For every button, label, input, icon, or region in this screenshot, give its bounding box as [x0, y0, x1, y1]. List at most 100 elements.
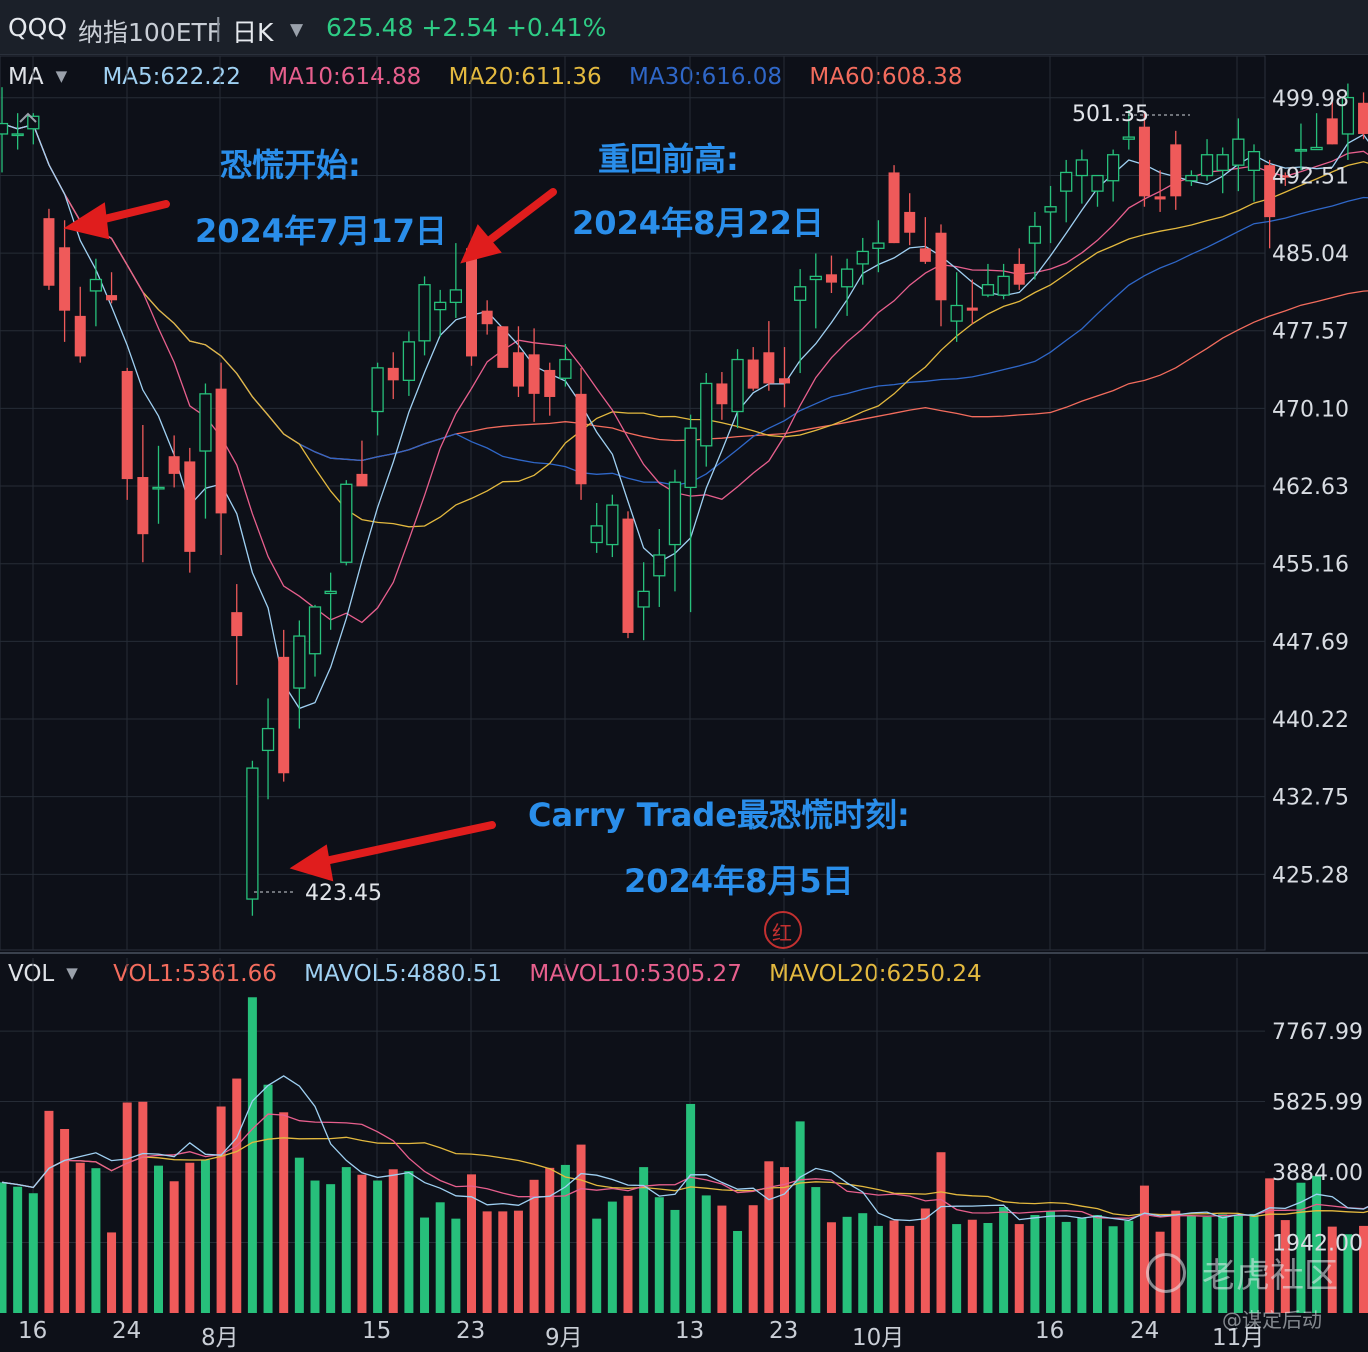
symbol-label[interactable]: QQQ [8, 13, 68, 42]
candle-body [653, 554, 666, 577]
x-label: 13 [675, 1318, 705, 1344]
volume-bar [1186, 1215, 1196, 1313]
watermark-brand: 老虎社区 [1146, 1248, 1338, 1297]
candle-body [637, 590, 650, 608]
candle-body [575, 393, 587, 485]
price-axis-label: 432.75 [1272, 786, 1349, 811]
candle-body [1154, 196, 1166, 200]
security-name: 纳指100ETF [78, 18, 222, 47]
volume-bar [1296, 1182, 1306, 1313]
candle-body [856, 250, 869, 265]
candle-body [731, 358, 744, 413]
price-axis-label: 455.16 [1272, 553, 1349, 578]
candle-body [293, 635, 306, 689]
volume-bar [764, 1161, 774, 1313]
volume-bar [279, 1112, 289, 1313]
candle-body [872, 242, 885, 249]
candle-body [59, 247, 71, 311]
vol-dropdown-icon[interactable]: ▼ [66, 964, 78, 982]
vol-indicator-label[interactable]: VOL [8, 961, 55, 987]
price-axis-label: 485.04 [1272, 242, 1349, 267]
candle-body [763, 352, 775, 384]
candle-body [402, 341, 416, 381]
candle-body [152, 486, 165, 490]
ma-legend: MA ▼ MA5:622.22 MA10:614.88 MA20:611.36 M… [8, 64, 982, 90]
candle-body [418, 284, 431, 342]
ma60-value: MA60:608.38 [809, 64, 963, 90]
x-label: 16 [1035, 1318, 1065, 1344]
volume-bar [967, 1219, 977, 1313]
candle-body [74, 315, 86, 357]
candle-body [340, 483, 353, 563]
candle-body [528, 354, 540, 394]
candle-body [106, 295, 118, 301]
candle-body [684, 427, 697, 489]
volume-bar [0, 1182, 7, 1313]
volume-bar [1061, 1221, 1071, 1313]
volume-bar [169, 1181, 179, 1313]
volume-bar [717, 1205, 727, 1313]
candle-body [246, 767, 259, 900]
collapse-chevron-icon[interactable] [19, 112, 37, 123]
candle-body [1138, 126, 1150, 197]
candle-body [590, 525, 603, 544]
volume-bar [560, 1164, 570, 1313]
ma-indicator-label[interactable]: MA [8, 64, 44, 90]
candle-body [1122, 136, 1135, 140]
volume-bar [326, 1184, 336, 1313]
tiger-logo-icon [1146, 1253, 1186, 1293]
price-axis-label: 425.28 [1272, 863, 1349, 888]
ma20-line [1, 122, 1368, 528]
candle-body [1075, 159, 1088, 177]
volume-bar [91, 1168, 101, 1313]
period-selector[interactable]: 日K [232, 18, 274, 47]
volume-bar [1139, 1185, 1149, 1313]
volume-bar [733, 1230, 743, 1313]
volume-bar [842, 1216, 852, 1313]
back-high-title: 重回前高: [598, 140, 739, 178]
volume-bar [185, 1162, 195, 1313]
candle-body [825, 274, 837, 283]
price-axis-label: 447.69 [1272, 630, 1349, 655]
volume-bar [1249, 1213, 1259, 1313]
panic-start-title: 恐慌开始: [220, 146, 361, 184]
volume-bar [1046, 1211, 1056, 1313]
volume-axis-label: 7767.99 [1272, 1020, 1363, 1045]
volume-bar [388, 1169, 398, 1313]
candle-body [466, 248, 477, 357]
ma-dropdown-icon[interactable]: ▼ [55, 67, 68, 85]
candle-body [497, 326, 509, 368]
candle-body [1044, 206, 1057, 213]
volume-bar [310, 1180, 320, 1313]
volume-bar [654, 1197, 664, 1313]
candlesticks [0, 83, 1368, 916]
candle-body [1279, 175, 1291, 178]
ma30-value: MA30:616.08 [628, 64, 783, 90]
red-badge[interactable]: 红 [772, 921, 792, 945]
candle-body [981, 284, 995, 296]
ma5-value: MA5:622.22 [102, 64, 241, 90]
arrow-panic-start-head [63, 202, 110, 240]
volume-bar [936, 1152, 946, 1313]
watermark-author: @谋定后动 [1222, 1308, 1322, 1332]
back-high-date: 2024年8月22日 [572, 204, 824, 242]
candle-body [1028, 225, 1042, 244]
candle-body [1091, 174, 1104, 192]
ma20-value: MA20:611.36 [448, 64, 602, 90]
volume-bar [1108, 1226, 1118, 1313]
volume-bar [889, 1220, 899, 1313]
carry-trade-title: Carry Trade最恐慌时刻: [528, 796, 910, 834]
volume-bar [1202, 1216, 1212, 1313]
volume-bar [341, 1167, 351, 1313]
candle-body [168, 456, 180, 474]
candle-body [1170, 144, 1182, 197]
price-axis-label: 499.98 [1272, 87, 1349, 112]
price-axis-label: 470.10 [1272, 397, 1349, 422]
volume-bar [1093, 1215, 1102, 1313]
volume-bar [529, 1179, 539, 1313]
ma10-value: MA10:614.88 [268, 64, 422, 90]
period-dropdown-icon[interactable]: ▼ [290, 20, 304, 40]
volume-bar [138, 1101, 148, 1313]
candle-body [231, 612, 243, 637]
